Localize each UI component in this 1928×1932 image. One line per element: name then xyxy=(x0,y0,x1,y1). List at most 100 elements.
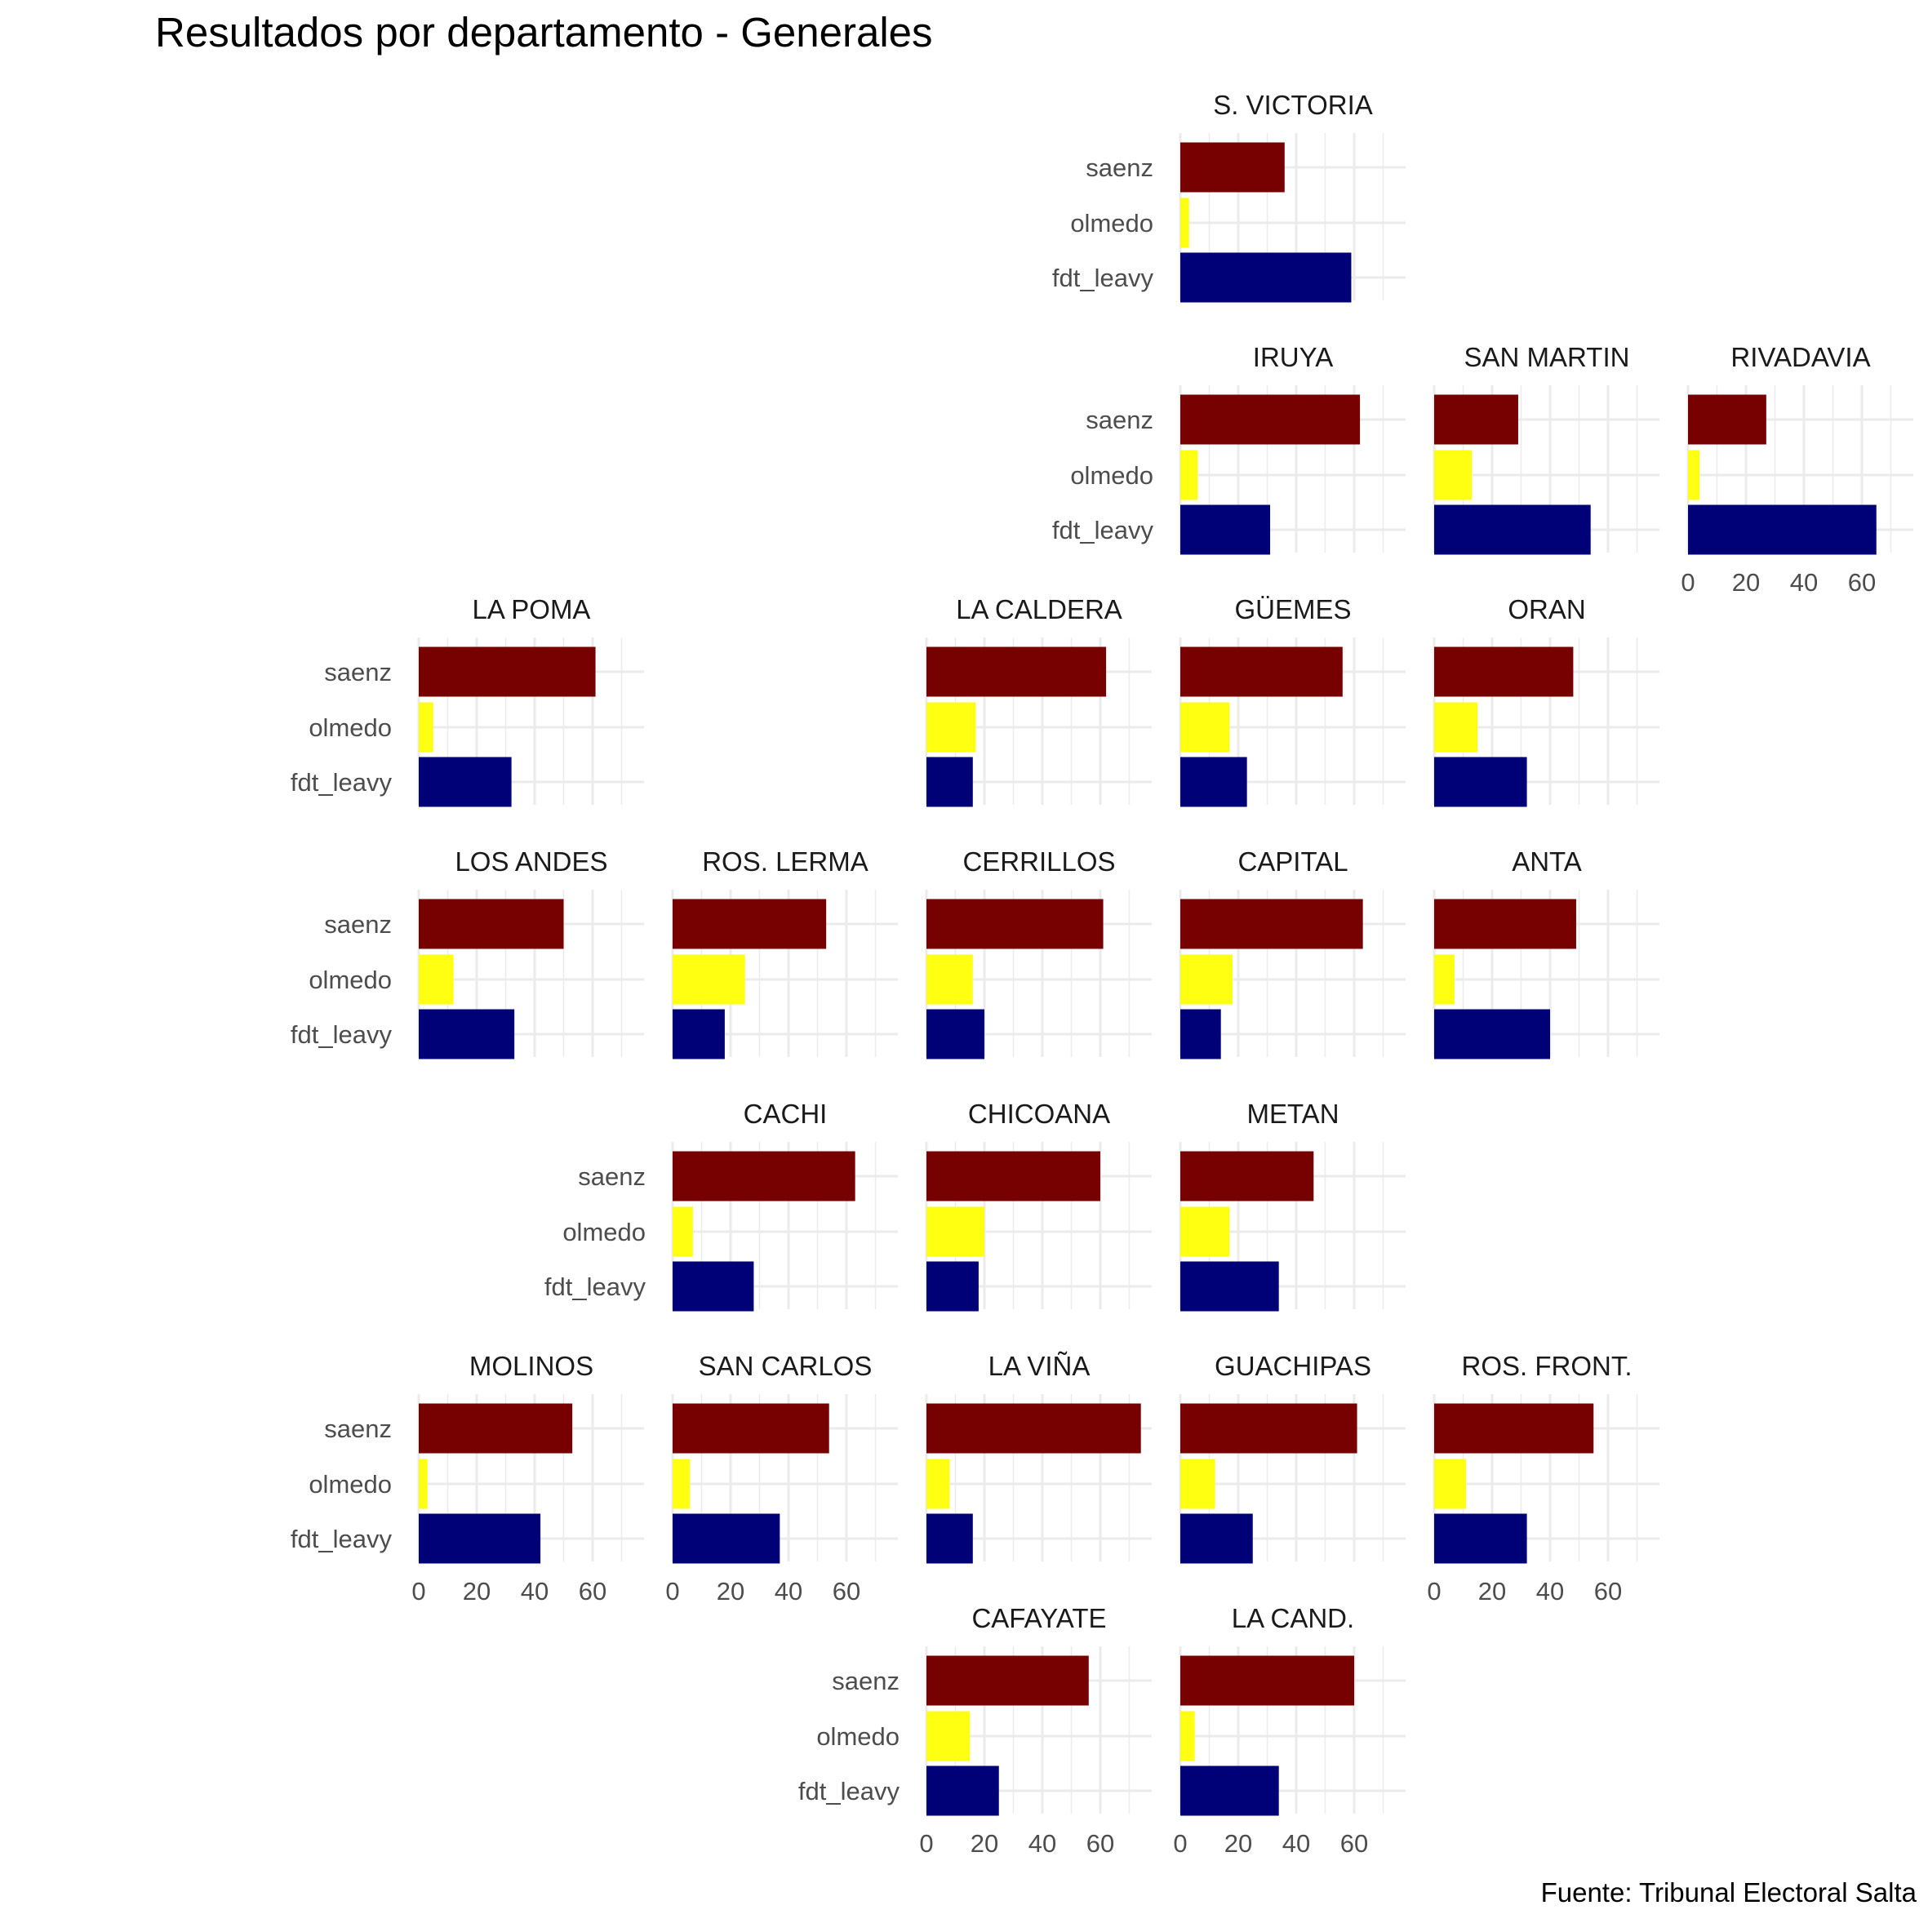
bar-ros-lerma-fdt_leavy xyxy=(673,1009,725,1059)
bar-guemes-fdt_leavy xyxy=(1180,757,1247,807)
bar-ros-lerma-saenz xyxy=(673,899,827,949)
bar-anta-fdt_leavy xyxy=(1434,1009,1550,1059)
bar-guachipas-saenz xyxy=(1180,1403,1357,1454)
facet-cerrillos: CERRILLOS xyxy=(925,846,1152,1059)
bar-guemes-olmedo xyxy=(1180,702,1230,753)
bar-los-andes-saenz xyxy=(419,899,564,949)
x-tick-label: 40 xyxy=(1790,568,1818,597)
y-tick-label-fdt_leavy: fdt_leavy xyxy=(1052,516,1154,544)
bar-cafayate-saenz xyxy=(926,1655,1089,1706)
facet-rivadavia: RIVADAVIA 0 20 40 60 xyxy=(1681,342,1913,597)
bar-la-poma-olmedo xyxy=(419,702,433,753)
bar-los-andes-olmedo xyxy=(419,954,454,1005)
bar-chicoana-fdt_leavy xyxy=(926,1261,979,1312)
bar-anta-olmedo xyxy=(1434,954,1455,1005)
facet-guemes: GÜEMES xyxy=(1179,594,1406,807)
y-tick-label-saenz: saenz xyxy=(832,1667,900,1695)
facet-title-anta: ANTA xyxy=(1512,846,1582,877)
x-tick-label: 0 xyxy=(919,1829,933,1858)
bar-molinos-saenz xyxy=(419,1403,573,1454)
facet-title-metan: METAN xyxy=(1246,1099,1339,1129)
bar-cachi-fdt_leavy xyxy=(673,1261,754,1312)
bar-s-victoria-olmedo xyxy=(1180,198,1189,248)
bar-oran-fdt_leavy xyxy=(1434,757,1527,807)
bar-chicoana-olmedo xyxy=(926,1206,984,1257)
bar-ros-front-olmedo xyxy=(1434,1459,1467,1509)
bar-la-cand-olmedo xyxy=(1180,1711,1195,1761)
x-tick-label: 40 xyxy=(521,1577,549,1606)
bar-anta-saenz xyxy=(1434,899,1576,949)
facet-cafayate: CAFAYATE saenz olmedo fdt_leavy 0 20 40 60 xyxy=(798,1603,1152,1858)
facet-title-iruya: IRUYA xyxy=(1253,342,1333,372)
bar-cafayate-fdt_leavy xyxy=(926,1765,999,1816)
y-tick-label-fdt_leavy: fdt_leavy xyxy=(544,1272,646,1301)
facet-anta: ANTA xyxy=(1433,846,1659,1059)
y-tick-label-saenz: saenz xyxy=(578,1162,646,1191)
facet-la-caldera: LA CALDERA xyxy=(925,594,1152,807)
bar-san-martin-olmedo xyxy=(1434,450,1473,500)
y-tick-label-fdt_leavy: fdt_leavy xyxy=(291,1020,393,1049)
bar-la-cand-saenz xyxy=(1180,1655,1354,1706)
facet-ros-front: ROS. FRONT. 0 20 40 60 xyxy=(1427,1351,1659,1606)
facet-metan: METAN xyxy=(1179,1099,1406,1312)
x-tick-label: 20 xyxy=(717,1577,744,1606)
facet-chicoana: CHICOANA xyxy=(925,1099,1152,1312)
bar-metan-olmedo xyxy=(1180,1206,1230,1257)
y-tick-label-saenz: saenz xyxy=(324,1415,392,1443)
bar-la-vina-olmedo xyxy=(926,1459,950,1509)
x-tick-label: 40 xyxy=(1028,1829,1056,1858)
bar-san-carlos-olmedo xyxy=(673,1459,691,1509)
x-tick-label: 20 xyxy=(463,1577,491,1606)
bar-capital-olmedo xyxy=(1180,954,1233,1005)
chart-title: Resultados por departamento - Generales xyxy=(155,9,933,56)
x-tick-label: 60 xyxy=(833,1577,860,1606)
bar-ros-front-fdt_leavy xyxy=(1434,1513,1527,1564)
facet-iruya: IRUYA saenz olmedo fdt_leavy xyxy=(1052,342,1406,555)
x-tick-label: 0 xyxy=(1173,1829,1187,1858)
facet-title-cerrillos: CERRILLOS xyxy=(962,846,1115,877)
x-tick-label: 40 xyxy=(1282,1829,1310,1858)
x-tick-label: 0 xyxy=(411,1577,425,1606)
bar-iruya-saenz xyxy=(1180,394,1361,445)
bar-la-poma-fdt_leavy xyxy=(419,757,512,807)
facet-title-chicoana: CHICOANA xyxy=(968,1099,1110,1129)
y-tick-label-saenz: saenz xyxy=(324,910,392,939)
bar-la-poma-saenz xyxy=(419,646,596,697)
bar-cerrillos-fdt_leavy xyxy=(926,1009,984,1059)
facet-san-carlos: SAN CARLOS 0 20 40 60 xyxy=(665,1351,898,1606)
facet-la-poma: LA POMA saenz olmedo fdt_leavy xyxy=(291,594,644,807)
bar-cachi-olmedo xyxy=(673,1206,693,1257)
facet-title-ros-front: ROS. FRONT. xyxy=(1461,1351,1632,1381)
y-tick-label-olmedo: olmedo xyxy=(309,1470,392,1499)
facet-title-molinos: MOLINOS xyxy=(469,1351,593,1381)
y-tick-label-fdt_leavy: fdt_leavy xyxy=(291,1525,393,1553)
x-tick-label: 0 xyxy=(1681,568,1695,597)
bar-san-martin-fdt_leavy xyxy=(1434,504,1591,555)
bar-rivadavia-saenz xyxy=(1688,394,1766,445)
x-tick-label: 0 xyxy=(1427,1577,1441,1606)
x-tick-label: 40 xyxy=(1536,1577,1564,1606)
facet-title-guemes: GÜEMES xyxy=(1234,594,1351,624)
facet-capital: CAPITAL xyxy=(1179,846,1406,1059)
facet-cachi: CACHI saenz olmedo fdt_leavy xyxy=(544,1099,898,1312)
facet-title-ros-lerma: ROS. LERMA xyxy=(702,846,868,877)
bar-iruya-olmedo xyxy=(1180,450,1198,500)
x-tick-label: 20 xyxy=(1224,1829,1252,1858)
bar-metan-fdt_leavy xyxy=(1180,1261,1279,1312)
facet-guachipas: GUACHIPAS xyxy=(1179,1351,1406,1564)
bar-san-carlos-fdt_leavy xyxy=(673,1513,780,1564)
bar-capital-saenz xyxy=(1180,899,1363,949)
chart-caption: Fuente: Tribunal Electoral Salta xyxy=(1540,1877,1917,1908)
bar-la-caldera-olmedo xyxy=(926,702,976,753)
y-tick-label-saenz: saenz xyxy=(324,658,392,686)
x-tick-label: 60 xyxy=(1086,1829,1114,1858)
bar-guachipas-fdt_leavy xyxy=(1180,1513,1253,1564)
facet-la-cand: LA CAND. 0 20 40 60 xyxy=(1173,1603,1406,1858)
bar-cachi-saenz xyxy=(673,1151,855,1201)
y-tick-label-olmedo: olmedo xyxy=(1070,209,1153,238)
facet-la-vina: LA VIÑA xyxy=(925,1351,1152,1564)
bar-ros-lerma-olmedo xyxy=(673,954,745,1005)
bar-molinos-fdt_leavy xyxy=(419,1513,541,1564)
